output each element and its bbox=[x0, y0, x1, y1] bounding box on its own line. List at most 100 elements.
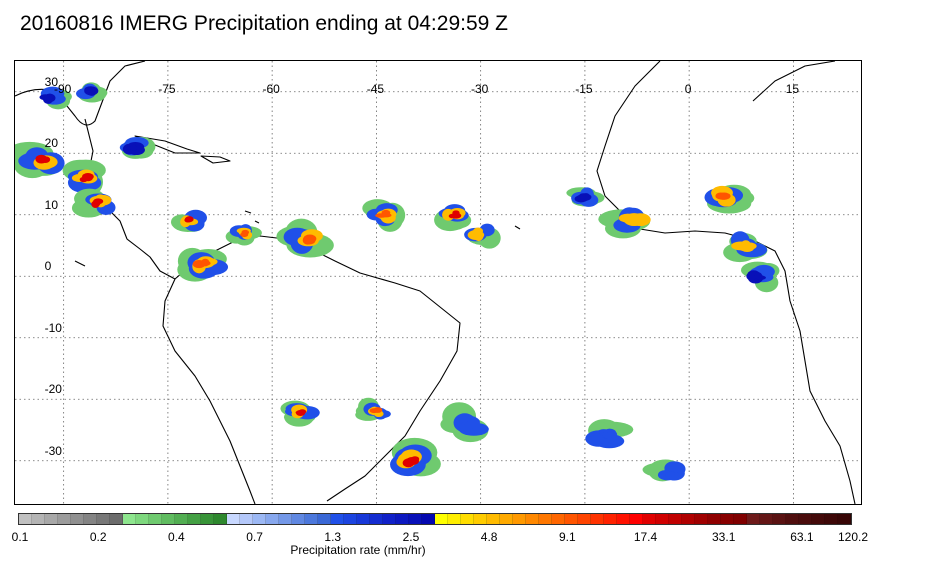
precip-cell bbox=[723, 231, 768, 263]
colorbar-tick-label: 9.1 bbox=[558, 530, 576, 544]
colorbar-tick-label: 0.2 bbox=[89, 530, 107, 544]
precip-cell bbox=[362, 199, 406, 232]
colorbar-swatch bbox=[71, 514, 84, 524]
colorbar-swatch bbox=[656, 514, 669, 524]
precip-blob bbox=[373, 408, 380, 413]
colorbar-tick-label: 2.5 bbox=[402, 530, 420, 544]
precip-blob bbox=[602, 432, 614, 439]
colorbar-swatch bbox=[786, 514, 799, 524]
precip-cell bbox=[741, 261, 780, 293]
colorbar-swatch bbox=[578, 514, 591, 524]
colorbar-swatch bbox=[448, 514, 461, 524]
latitude-label: 20 bbox=[44, 136, 58, 151]
colorbar-swatch bbox=[32, 514, 45, 524]
colorbar-swatch bbox=[110, 514, 123, 524]
colorbar-swatch bbox=[318, 514, 331, 524]
colorbar-swatch bbox=[747, 514, 760, 524]
colorbar-swatch bbox=[760, 514, 773, 524]
precip-blob bbox=[580, 194, 586, 200]
colorbar-label: Precipitation rate (mm/hr) bbox=[290, 543, 426, 557]
colorbar-swatch bbox=[305, 514, 318, 524]
colorbar-swatch bbox=[604, 514, 617, 524]
colorbar-swatch bbox=[201, 514, 214, 524]
precip-cell bbox=[585, 419, 634, 449]
colorbar-swatch bbox=[357, 514, 370, 524]
precip-blob bbox=[295, 410, 305, 415]
precip-cell bbox=[62, 159, 106, 197]
precip-blob bbox=[43, 96, 52, 101]
colorbar-swatch bbox=[591, 514, 604, 524]
precip-blob bbox=[666, 471, 675, 477]
colorbar-swatch bbox=[214, 514, 227, 524]
precip-blob bbox=[624, 216, 638, 223]
precip-cell bbox=[434, 204, 472, 232]
colorbar-swatch bbox=[253, 514, 266, 524]
precip-blob bbox=[405, 456, 420, 466]
longitude-label: 0 bbox=[684, 82, 692, 96]
coastline-islands bbox=[74, 210, 521, 267]
colorbar-swatch bbox=[422, 514, 435, 524]
colorbar-swatch bbox=[682, 514, 695, 524]
latitude-label: 0 bbox=[44, 259, 52, 274]
colorbar-tick-label: 0.7 bbox=[246, 530, 263, 544]
latitude-label: 10 bbox=[44, 197, 58, 212]
colorbar-swatch bbox=[162, 514, 175, 524]
colorbar-swatch bbox=[708, 514, 721, 524]
colorbar-swatch bbox=[409, 514, 422, 524]
colorbar-swatch bbox=[695, 514, 708, 524]
colorbar-swatch bbox=[344, 514, 357, 524]
longitude-label: -30 bbox=[470, 82, 489, 96]
colorbar-swatch bbox=[643, 514, 656, 524]
precip-cell bbox=[170, 209, 207, 232]
colorbar-swatch bbox=[513, 514, 526, 524]
colorbar-swatch bbox=[500, 514, 513, 524]
latitude-label: -10 bbox=[44, 320, 62, 335]
colorbar-swatch bbox=[539, 514, 552, 524]
precip-blob bbox=[463, 421, 474, 431]
precip-cell bbox=[15, 141, 65, 179]
colorbar-tick-label: 4.8 bbox=[480, 530, 498, 544]
colorbar-tick-label: 33.1 bbox=[712, 530, 736, 544]
latitude-label: -30 bbox=[44, 443, 62, 458]
colorbar-swatch bbox=[279, 514, 292, 524]
colorbar-tick-label: 17.4 bbox=[633, 530, 658, 544]
colorbar-swatch bbox=[19, 514, 32, 524]
colorbar-swatch bbox=[136, 514, 149, 524]
colorbar-swatch bbox=[188, 514, 201, 524]
colorbar-tick-label: 0.4 bbox=[168, 530, 185, 544]
colorbar-swatch bbox=[58, 514, 71, 524]
longitude-label: -60 bbox=[262, 82, 280, 96]
colorbar-swatch bbox=[149, 514, 162, 524]
precip-blob bbox=[473, 230, 483, 236]
latitude-label: 30 bbox=[44, 74, 58, 89]
colorbar-swatch bbox=[45, 514, 58, 524]
longitude-label: -75 bbox=[158, 82, 176, 96]
precip-cell bbox=[276, 218, 334, 258]
precip-blob bbox=[93, 198, 104, 205]
colorbar-swatch bbox=[734, 514, 747, 524]
precip-blob bbox=[452, 210, 460, 216]
coastline-africa bbox=[596, 61, 856, 504]
longitude-label: -15 bbox=[575, 82, 593, 96]
colorbar-swatch bbox=[175, 514, 188, 524]
colorbar-swatch bbox=[812, 514, 825, 524]
precip-blob bbox=[381, 213, 392, 218]
precip-cell bbox=[440, 402, 489, 443]
colorbar-swatch bbox=[240, 514, 253, 524]
precip-blob bbox=[201, 258, 210, 267]
colorbar-swatch bbox=[526, 514, 539, 524]
precip-cell bbox=[280, 400, 320, 427]
longitude-label: -45 bbox=[366, 82, 385, 96]
precip-cell bbox=[464, 223, 501, 249]
coastlines bbox=[15, 61, 856, 504]
map-panel[interactable] bbox=[14, 60, 862, 505]
colorbar-swatch bbox=[825, 514, 838, 524]
colorbar-swatch bbox=[617, 514, 630, 524]
precip-blob bbox=[754, 272, 762, 280]
colorbar-swatch bbox=[799, 514, 812, 524]
colorbar-swatch bbox=[84, 514, 97, 524]
colorbar-swatch bbox=[370, 514, 383, 524]
precipitation-map bbox=[15, 61, 861, 504]
latitude-label: -20 bbox=[44, 382, 62, 397]
precip-blob bbox=[130, 144, 137, 151]
